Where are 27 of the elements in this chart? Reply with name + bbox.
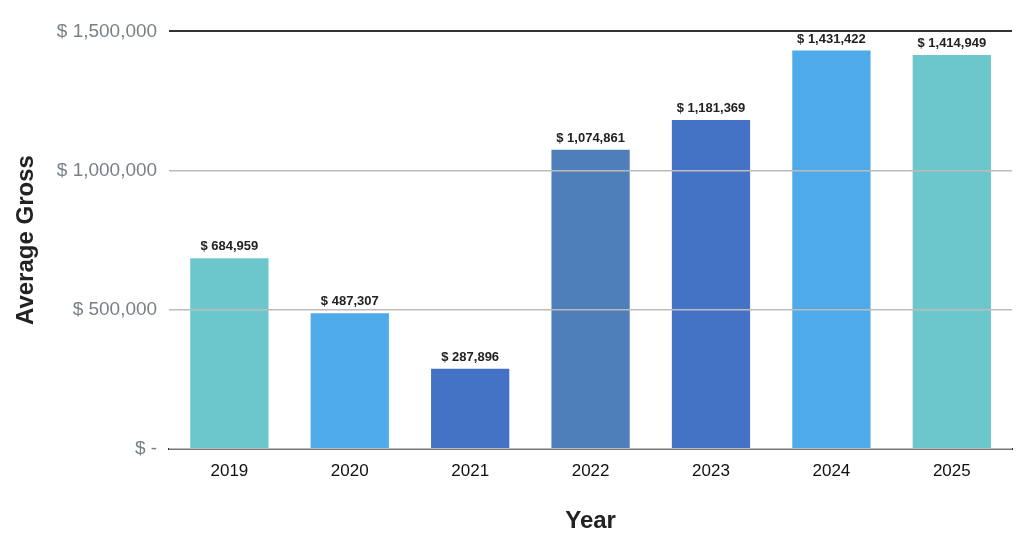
y-axis-title: Average Gross — [11, 155, 39, 326]
y-tick-label: $ 500,000 — [72, 297, 158, 319]
x-tick-label: 2023 — [692, 460, 730, 480]
x-tick-label: 2019 — [210, 460, 249, 480]
bar — [671, 120, 751, 449]
bar — [551, 149, 630, 449]
x-tick-label: 2024 — [812, 460, 851, 480]
data-label: $ 1,074,861 — [556, 129, 625, 145]
x-axis-title: Year — [565, 506, 616, 534]
data-label: $ 1,181,369 — [676, 100, 746, 116]
x-tick-label: 2021 — [451, 460, 490, 480]
y-tick-label: $ 1,000,000 — [56, 158, 158, 180]
data-label: $ 1,431,422 — [797, 30, 866, 46]
data-label: $ 287,896 — [441, 348, 500, 364]
y-tick-label: $ 1,500,000 — [56, 19, 158, 41]
bar — [190, 258, 269, 449]
bar — [431, 368, 510, 449]
x-tick-label: 2020 — [330, 460, 369, 480]
x-tick-label: 2025 — [932, 460, 971, 480]
x-tick-label: 2022 — [571, 460, 610, 480]
bar — [912, 55, 991, 449]
bar — [792, 50, 871, 449]
bar — [310, 313, 389, 449]
data-label: $ 487,307 — [320, 293, 379, 309]
data-label: $ 1,414,949 — [917, 35, 987, 51]
y-tick-label: $ - — [134, 437, 158, 459]
data-label: $ 684,959 — [200, 238, 259, 254]
